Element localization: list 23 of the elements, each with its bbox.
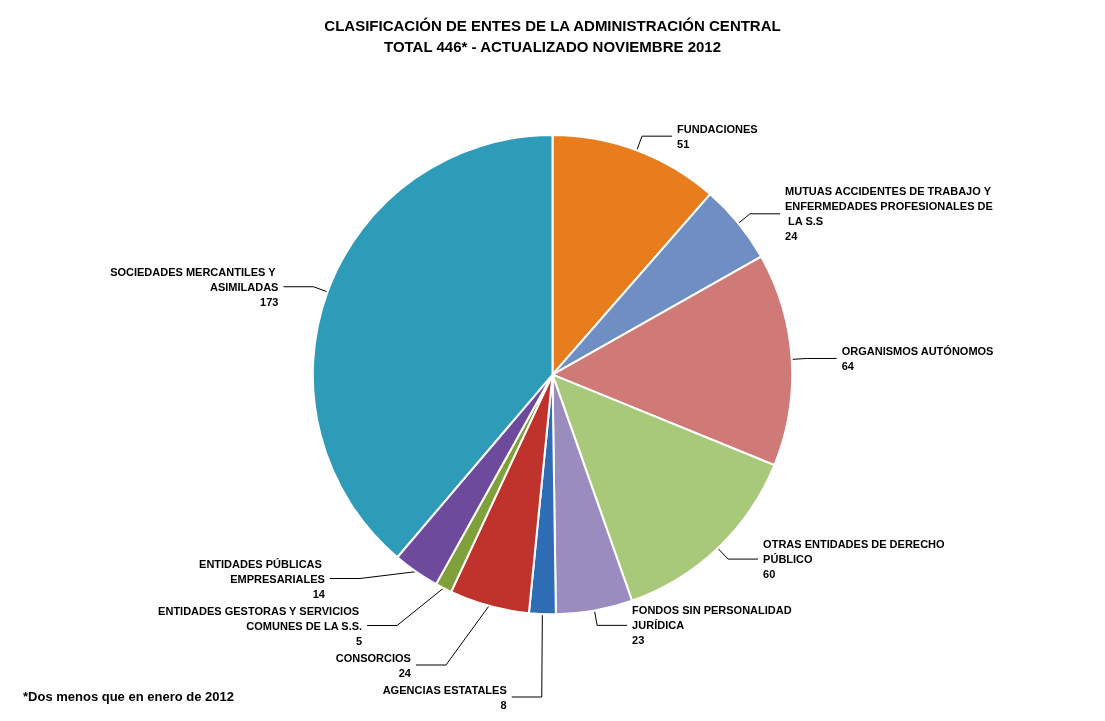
data-label: 51 xyxy=(677,137,690,150)
data-label: 24 xyxy=(785,230,799,243)
slice-label: FUNDACIONES xyxy=(677,122,758,135)
slice-label: ORGANISMOS AUTÓNOMOS xyxy=(841,344,994,357)
data-label: 5 xyxy=(355,634,363,647)
data-label: 173 xyxy=(260,295,279,308)
data-label: 64 xyxy=(841,359,855,372)
slice-label: AGENCIAS ESTATALES xyxy=(382,683,507,696)
data-label: 8 xyxy=(500,698,507,711)
data-label: 24 xyxy=(398,666,412,679)
data-label: 60 xyxy=(763,568,776,581)
chart-title: CLASIFICACIÓN DE ENTES DE LA ADMINISTRACIÓN CENTRAL xyxy=(324,17,781,34)
slice-label: CONSORCIOS xyxy=(335,651,411,664)
slice-label: SOCIEDADES MERCANTILES Y ASIMILADAS xyxy=(110,265,279,293)
data-label: 14 xyxy=(312,587,326,600)
slice-label: OTRAS ENTIDADES DE DERECHO PÚBLICO xyxy=(763,538,948,566)
slice-label: MUTUAS ACCIDENTES DE TRABAJO Y ENFERMEDADES PROFESIONALES DE LA S.S xyxy=(785,185,994,228)
chart-subtitle: TOTAL 446* - ACTUALIZADO NOVIEMBRE 2012 xyxy=(383,38,722,55)
text: *Dos menos que en enero de 2012 xyxy=(23,689,234,704)
data-label: 23 xyxy=(632,634,645,647)
slice-label: ENTIDADES GESTORAS Y SERVICIOS COMUNES DE LA S.S. xyxy=(158,604,363,632)
slice-label: ENTIDADES PÚBLICAS EMPRESARIALES xyxy=(199,557,325,585)
slice-label: FONDOS SIN PERSONALIDAD JURÍDICA xyxy=(632,604,795,632)
